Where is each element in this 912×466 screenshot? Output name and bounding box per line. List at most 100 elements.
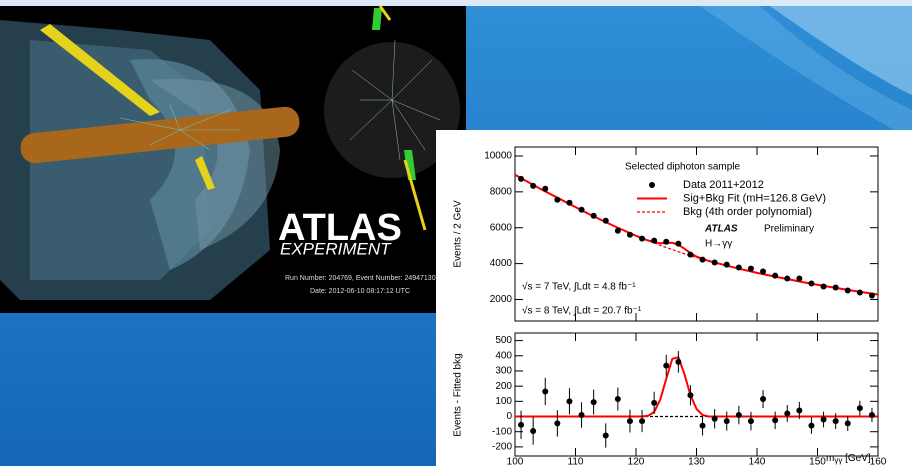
- data-point: [627, 418, 633, 424]
- experiment-label: ATLAS: [704, 224, 738, 235]
- run-info: Run Number: 204769, Event Number: 249471…: [285, 275, 436, 282]
- data-point: [821, 417, 827, 423]
- y-tick-label: -200: [492, 442, 512, 453]
- x-tick-label: 140: [749, 457, 766, 466]
- x-tick-label: 160: [870, 457, 887, 466]
- data-point: [724, 262, 730, 268]
- y-axis-label: Events / 2 GeV: [453, 200, 464, 268]
- data-point: [845, 420, 851, 426]
- data-point: [700, 423, 706, 429]
- data-point: [663, 363, 669, 369]
- y-tick-label: 6000: [490, 222, 513, 233]
- event-display: ATLAS EXPERIMENT Run Number: 204769, Eve…: [0, 6, 466, 313]
- data-point: [687, 252, 693, 258]
- status-label: Preliminary: [764, 224, 814, 235]
- data-point: [566, 200, 572, 206]
- x-tick-label: 130: [688, 457, 705, 466]
- data-point: [591, 399, 597, 405]
- y-tick-label: 200: [495, 381, 512, 392]
- data-point: [736, 412, 742, 418]
- data-point: [554, 420, 560, 426]
- data-point: [833, 284, 839, 290]
- legend-symbol: [649, 182, 655, 188]
- data-point: [542, 388, 548, 394]
- data-point: [772, 417, 778, 423]
- data-point: [857, 405, 863, 411]
- data-point: [675, 241, 681, 247]
- data-point: [566, 398, 572, 404]
- data-point: [760, 396, 766, 402]
- data-point: [603, 218, 609, 224]
- data-point: [530, 183, 536, 189]
- data-point: [579, 207, 585, 213]
- y-tick-label: 100: [495, 396, 512, 407]
- y-tick-label: -100: [492, 426, 512, 437]
- slide: ATLAS EXPERIMENT Run Number: 204769, Eve…: [0, 0, 912, 466]
- y-tick-label: 4000: [490, 258, 513, 269]
- data-point: [542, 186, 548, 192]
- x-tick-label: 100: [507, 457, 524, 466]
- data-point: [784, 275, 790, 281]
- x-axis-label-main: m: [826, 453, 834, 464]
- data-point: [724, 418, 730, 424]
- data-point: [869, 412, 875, 418]
- data-point: [651, 238, 657, 244]
- logo-sub: EXPERIMENT: [280, 239, 392, 258]
- legend-label: Data 2011+2012: [683, 179, 764, 191]
- data-point: [736, 265, 742, 271]
- page: ATLAS EXPERIMENT Run Number: 204769, Eve…: [0, 0, 912, 466]
- data-point: [784, 410, 790, 416]
- data-point: [639, 236, 645, 242]
- legend-label: Sig+Bkg Fit (mH=126.8 GeV): [683, 192, 826, 204]
- y-tick-label: 300: [495, 366, 512, 377]
- y-tick-label: 8000: [490, 186, 513, 197]
- legend-title: Selected diphoton sample: [625, 162, 741, 173]
- data-point: [869, 293, 875, 299]
- y-tick-label: 2000: [490, 294, 513, 305]
- data-point: [518, 176, 524, 182]
- data-point: [760, 268, 766, 274]
- x-axis-label-unit: [GeV]: [842, 453, 871, 464]
- event-date: Date: 2012-06-10 08:17:12 UTC: [310, 288, 410, 295]
- y-tick-label: 500: [495, 335, 512, 346]
- legend-label: Bkg (4th order polynomial): [683, 206, 812, 218]
- x-axis-label: mγγ [GeV]: [826, 453, 871, 465]
- data-point: [857, 289, 863, 295]
- data-point: [530, 428, 536, 434]
- x-tick-label: 150: [809, 457, 826, 466]
- data-point: [748, 418, 754, 424]
- x-axis-label-sub: γγ: [834, 456, 842, 465]
- lumi-label: √s = 8 TeV, ∫Ldt = 20.7 fb⁻¹: [522, 305, 642, 317]
- y-tick-label: 10000: [484, 151, 512, 162]
- lumi-label: √s = 7 TeV, ∫Ldt = 4.8 fb⁻¹: [522, 281, 636, 293]
- data-point: [845, 288, 851, 294]
- x-tick-label: 120: [628, 457, 645, 466]
- data-point: [700, 257, 706, 263]
- channel-label: H→γγ: [705, 239, 732, 250]
- data-point: [627, 232, 633, 238]
- data-point: [796, 407, 802, 413]
- data-point: [808, 281, 814, 287]
- data-point: [712, 260, 718, 266]
- data-point: [663, 239, 669, 245]
- data-point: [833, 418, 839, 424]
- data-point: [554, 197, 560, 203]
- y-axis-label: Events - Fitted bkg: [453, 353, 464, 436]
- y-tick-label: 0: [506, 411, 512, 422]
- data-point: [615, 228, 621, 234]
- data-point: [687, 392, 693, 398]
- data-point: [603, 433, 609, 439]
- data-point: [821, 284, 827, 290]
- data-point: [639, 418, 645, 424]
- data-point: [748, 266, 754, 272]
- y-tick-label: 400: [495, 350, 512, 361]
- data-point: [772, 273, 778, 279]
- data-point: [615, 396, 621, 402]
- data-point: [651, 400, 657, 406]
- top-strip: [0, 0, 912, 6]
- data-point: [808, 423, 814, 429]
- data-point: [591, 213, 597, 219]
- data-point: [518, 422, 524, 428]
- x-tick-label: 110: [568, 457, 584, 466]
- data-point: [579, 412, 585, 418]
